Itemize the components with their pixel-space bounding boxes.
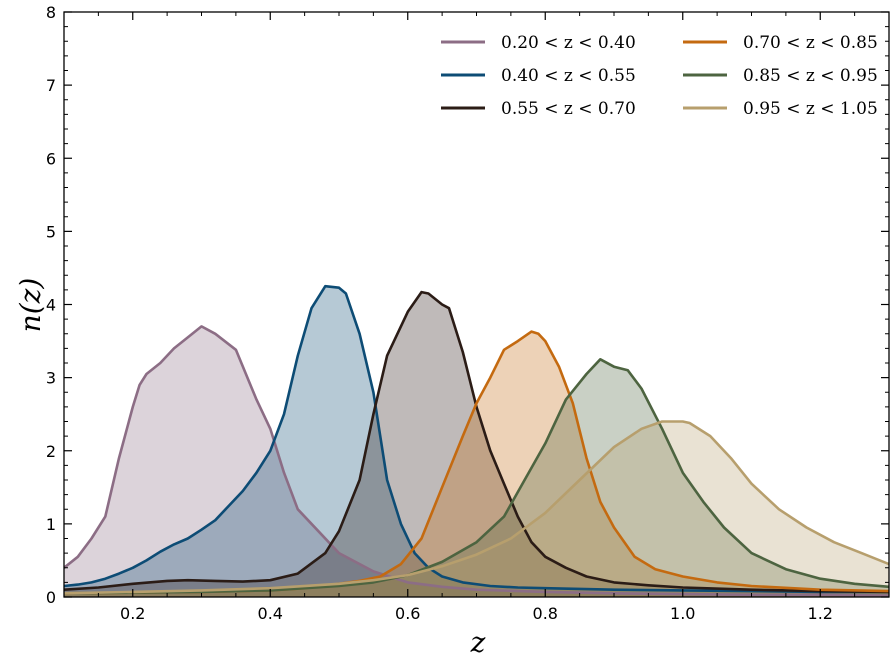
x-tick-label: 1.0 <box>670 604 695 623</box>
series-line-2 <box>64 284 889 594</box>
series-area-1 <box>64 326 889 597</box>
series-lines <box>64 284 889 597</box>
y-tick-label: 8 <box>46 3 56 22</box>
legend-label: 0.40 < z < 0.55 <box>501 66 636 86</box>
legend-item-4: 0.70 < z < 0.85 <box>683 33 878 53</box>
x-axis-title: z <box>470 626 486 659</box>
y-tick-label: 6 <box>46 149 56 168</box>
series-area-5 <box>64 359 889 597</box>
series-line-6 <box>64 420 889 595</box>
x-tick-label: 1.2 <box>808 604 833 623</box>
y-tick-label: 2 <box>46 442 56 461</box>
series-area-6 <box>64 421 889 597</box>
x-tick-label: 0.6 <box>395 604 420 623</box>
y-tick-label: 0 <box>46 588 56 607</box>
x-tick-label: 0.4 <box>258 604 283 623</box>
series-area-2 <box>64 286 889 597</box>
series-area-3 <box>64 292 889 597</box>
legend-label: 0.95 < z < 1.05 <box>743 99 878 119</box>
axis-ticks <box>64 11 889 598</box>
x-tick-label: 0.2 <box>120 604 145 623</box>
legend-label: 0.55 < z < 0.70 <box>501 99 636 119</box>
y-axis-title: n(z) <box>14 278 47 333</box>
legend-item-6: 0.95 < z < 1.05 <box>683 99 878 119</box>
legend-label: 0.70 < z < 0.85 <box>743 33 878 53</box>
x-tick-label: 0.8 <box>533 604 558 623</box>
series-area-4 <box>64 331 889 597</box>
y-tick-label: 1 <box>46 515 56 534</box>
y-tick-label: 3 <box>46 369 56 388</box>
y-tick-label: 4 <box>46 296 56 315</box>
legend-item-5: 0.85 < z < 0.95 <box>683 66 878 86</box>
series-line-3 <box>64 290 889 594</box>
legend-item-3: 0.55 < z < 0.70 <box>441 99 636 119</box>
y-tick-label: 5 <box>46 222 56 241</box>
legend-label: 0.85 < z < 0.95 <box>743 66 878 86</box>
series-line-1 <box>64 325 889 597</box>
axis-tick-labels: 0.2 0.4 0.6 0.8 1.0 1.2 0 1 2 3 4 5 6 7 8 <box>46 3 833 623</box>
legend-item-1: 0.20 < z < 0.40 <box>441 33 636 53</box>
legend: 0.20 < z < 0.40 0.40 < z < 0.55 0.55 < z <… <box>441 33 878 119</box>
series-areas <box>64 286 889 597</box>
legend-item-2: 0.40 < z < 0.55 <box>441 66 636 86</box>
series-line-5 <box>64 358 889 595</box>
legend-label: 0.20 < z < 0.40 <box>501 33 636 53</box>
y-tick-label: 7 <box>46 76 56 95</box>
